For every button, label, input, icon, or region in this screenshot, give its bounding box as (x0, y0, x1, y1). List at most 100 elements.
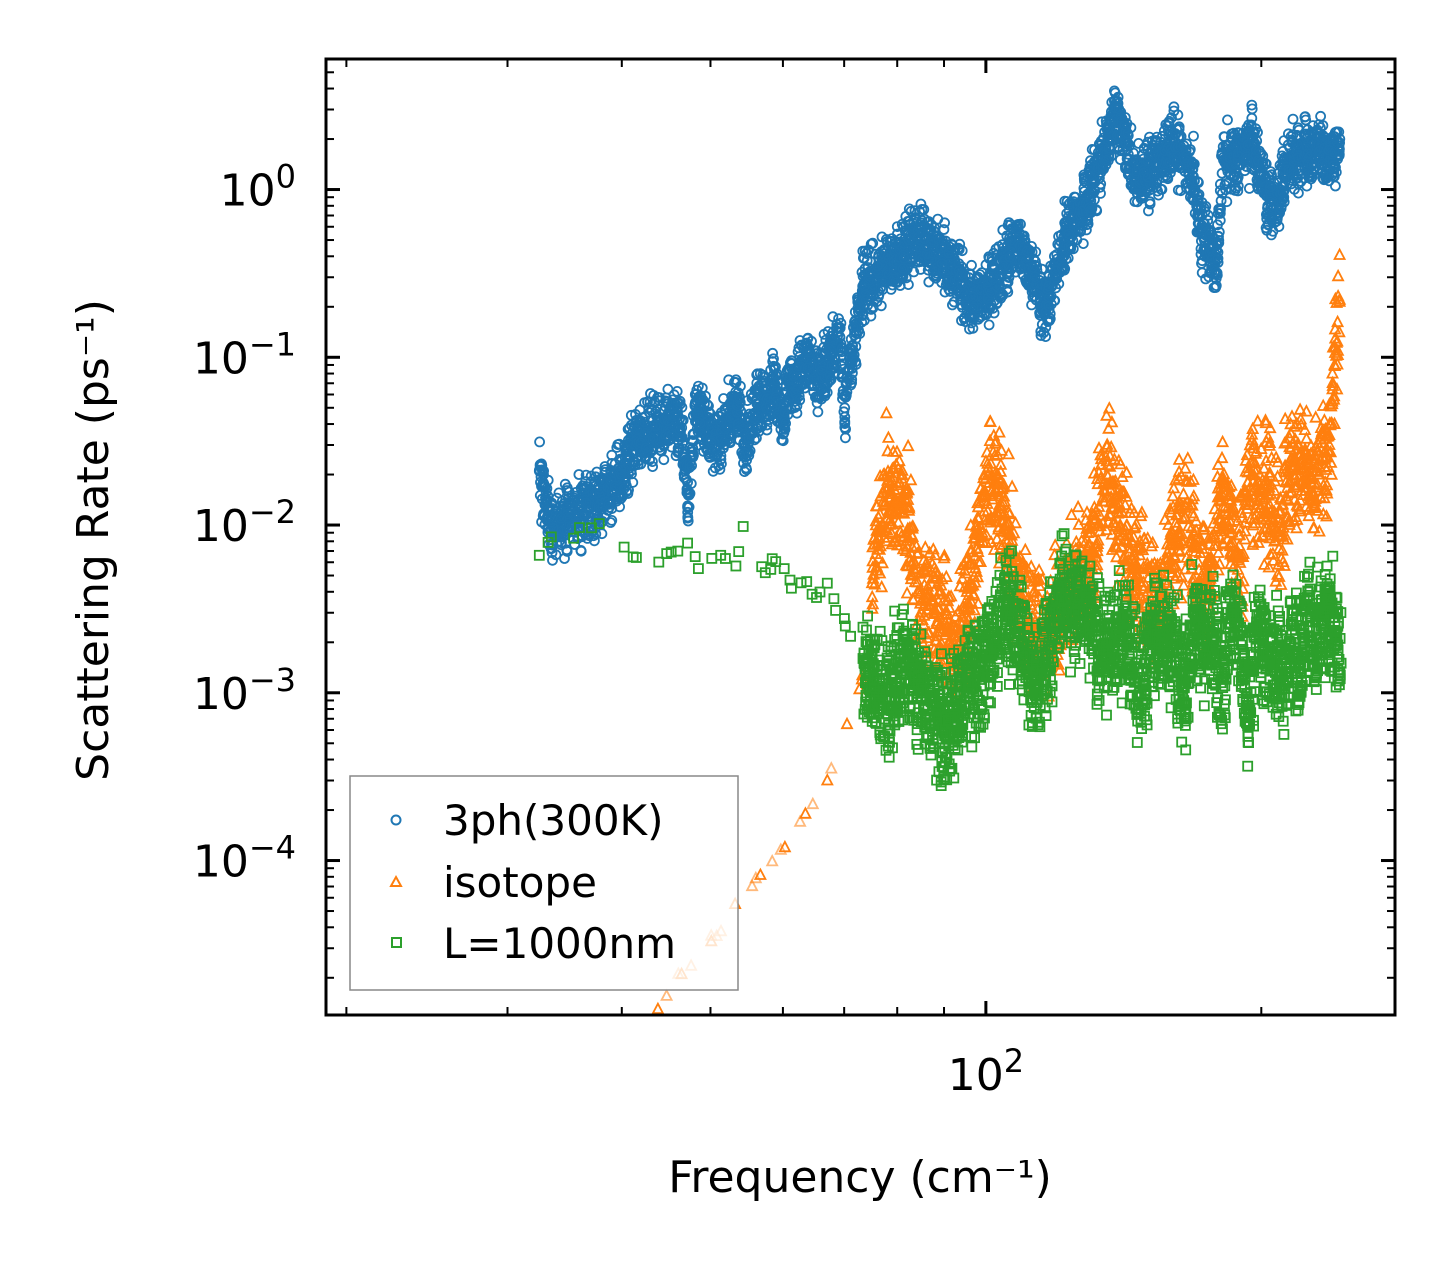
data-point-3ph (983, 319, 995, 331)
data-point-3ph (1003, 272, 1015, 284)
data-point-3ph (1061, 208, 1073, 220)
data-point-3ph (1018, 230, 1030, 242)
data-point-3ph (875, 282, 886, 294)
data-point-3ph (649, 396, 661, 408)
data-point-3ph (915, 263, 926, 275)
data-point-3ph (825, 374, 837, 386)
data-point-3ph (1052, 238, 1064, 250)
data-point-3ph (596, 528, 608, 540)
data-marks (533, 85, 1347, 1015)
data-point-3ph (618, 483, 630, 495)
data-point-3ph (985, 287, 997, 299)
data-point-3ph (761, 424, 773, 436)
data-point-3ph (676, 432, 688, 443)
data-point-3ph (1056, 261, 1068, 273)
data-point-3ph (562, 492, 574, 504)
data-point-3ph (620, 446, 632, 458)
data-point-3ph (714, 463, 726, 475)
data-point-3ph (731, 406, 743, 418)
data-point-3ph (851, 328, 863, 340)
data-point-3ph (580, 497, 592, 509)
data-point-3ph (691, 384, 703, 396)
data-point-3ph (684, 487, 696, 499)
data-point-3ph (674, 425, 686, 437)
data-point-3ph (834, 331, 846, 343)
data-point-3ph (738, 447, 750, 459)
data-point-3ph (667, 410, 679, 422)
data-point-3ph (802, 333, 813, 345)
data-point-3ph (617, 490, 628, 502)
data-point-3ph (871, 296, 883, 307)
data-point-3ph (719, 439, 730, 451)
data-point-3ph (1114, 144, 1125, 156)
data-point-3ph (771, 368, 783, 380)
data-point-3ph (1035, 330, 1047, 341)
data-point-3ph (890, 236, 902, 248)
data-point-3ph (876, 231, 888, 243)
data-point-3ph (625, 409, 637, 421)
data-point-3ph (778, 399, 790, 411)
data-point-3ph (779, 406, 791, 418)
data-point-3ph (936, 258, 948, 269)
data-point-3ph (967, 291, 979, 303)
data-point-3ph (902, 215, 914, 227)
data-point-3ph (846, 377, 857, 389)
data-point-3ph (579, 511, 591, 522)
data-point-3ph (589, 535, 600, 547)
data-point-3ph (715, 450, 727, 462)
data-point-3ph (644, 432, 656, 444)
data-point-3ph (1043, 300, 1055, 312)
data-point-3ph (661, 396, 673, 408)
data-point-3ph (791, 407, 803, 419)
data-point-3ph (541, 483, 553, 494)
data-point-3ph (918, 204, 930, 215)
data-point-3ph (573, 469, 585, 480)
data-point-3ph (1049, 295, 1061, 307)
data-point-3ph (896, 269, 908, 281)
data-point-3ph (1075, 226, 1086, 238)
data-point-3ph (840, 432, 851, 444)
data-point-3ph (770, 391, 782, 403)
data-point-3ph (685, 449, 697, 461)
data-point-3ph (732, 387, 744, 399)
data-point-3ph (707, 465, 719, 477)
data-point-3ph (972, 313, 984, 325)
data-point-3ph (705, 437, 717, 449)
data-point-3ph (839, 418, 851, 430)
data-point-3ph (777, 435, 789, 447)
data-point-3ph (537, 464, 548, 476)
data-point-3ph (827, 311, 839, 323)
data-point-3ph (1051, 249, 1063, 260)
data-point-3ph (1100, 154, 1112, 166)
data-point-3ph (647, 461, 658, 473)
data-point-3ph (944, 253, 956, 265)
data-point-3ph (1065, 243, 1077, 255)
data-point-3ph (683, 489, 694, 501)
data-point-3ph (698, 438, 710, 450)
data-point-3ph (839, 421, 851, 433)
data-point-3ph (982, 276, 993, 288)
data-point-3ph (954, 238, 966, 250)
data-point-3ph (953, 244, 965, 256)
data-point-3ph (848, 353, 859, 365)
data-point-3ph (1026, 246, 1038, 258)
data-point-3ph (943, 247, 955, 259)
data-point-3ph (1056, 251, 1068, 263)
data-point-3ph (603, 498, 615, 510)
data-point-3ph (858, 252, 869, 264)
data-point-3ph (536, 458, 547, 470)
data-point-3ph (553, 511, 565, 522)
data-point-3ph (841, 386, 853, 398)
data-point-3ph (642, 422, 653, 434)
data-point-3ph (1029, 271, 1041, 283)
data-point-3ph (779, 423, 791, 435)
data-point-3ph (964, 323, 975, 335)
data-point-3ph (1053, 230, 1064, 242)
data-point-3ph (575, 495, 587, 507)
data-point-3ph (761, 411, 773, 422)
data-point-3ph (703, 406, 715, 418)
data-point-3ph (986, 260, 998, 272)
data-point-3ph (995, 292, 1007, 304)
data-point-3ph (559, 478, 571, 490)
data-point-3ph (570, 486, 582, 498)
